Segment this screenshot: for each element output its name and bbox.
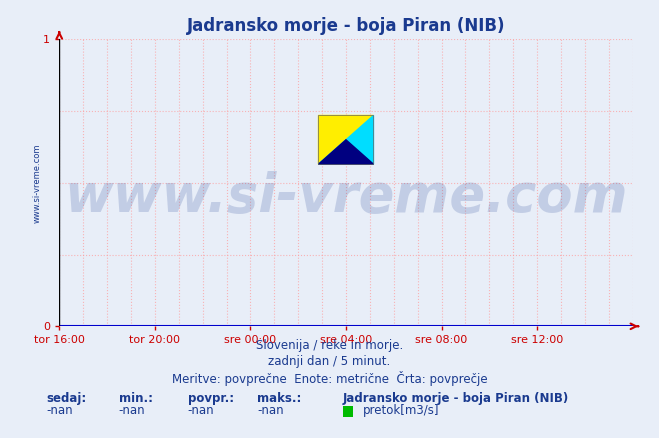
Text: -nan: -nan <box>46 404 72 417</box>
Text: -nan: -nan <box>257 404 283 417</box>
Bar <box>318 116 374 164</box>
Text: Slovenija / reke in morje.: Slovenija / reke in morje. <box>256 339 403 353</box>
Polygon shape <box>318 116 374 164</box>
Text: pretok[m3/s]: pretok[m3/s] <box>362 404 439 417</box>
Y-axis label: www.si-vreme.com: www.si-vreme.com <box>33 143 42 223</box>
Text: sedaj:: sedaj: <box>46 392 86 405</box>
Text: povpr.:: povpr.: <box>188 392 234 405</box>
Text: min.:: min.: <box>119 392 153 405</box>
Text: -nan: -nan <box>188 404 214 417</box>
Text: -nan: -nan <box>119 404 145 417</box>
Text: Jadransko morje - boja Piran (NIB): Jadransko morje - boja Piran (NIB) <box>343 392 569 405</box>
Text: Meritve: povprečne  Enote: metrične  Črta: povprečje: Meritve: povprečne Enote: metrične Črta:… <box>172 371 487 386</box>
Text: maks.:: maks.: <box>257 392 301 405</box>
Text: zadnji dan / 5 minut.: zadnji dan / 5 minut. <box>268 355 391 368</box>
Polygon shape <box>318 140 374 164</box>
Text: www.si-vreme.com: www.si-vreme.com <box>64 171 628 223</box>
Polygon shape <box>318 116 374 164</box>
Title: Jadransko morje - boja Piran (NIB): Jadransko morje - boja Piran (NIB) <box>186 17 505 35</box>
